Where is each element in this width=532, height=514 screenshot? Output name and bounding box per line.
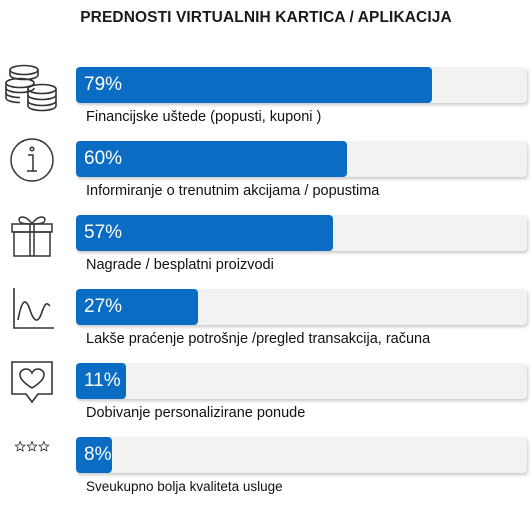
- bar-track: 8%: [76, 437, 527, 473]
- bar-row: 79% Financijske uštede (popusti, kuponi ): [0, 56, 532, 126]
- bar-track: 57%: [76, 215, 527, 251]
- category-label: Sveukupno bolja kvaliteta usluge: [86, 479, 283, 494]
- category-label: Financijske uštede (popusti, kuponi ): [86, 109, 322, 125]
- bar: [76, 289, 198, 325]
- bar: [76, 141, 347, 177]
- bar-track: 27%: [76, 289, 527, 325]
- category-label: Lakše praćenje potrošnje /pregled transa…: [86, 331, 431, 347]
- data-label: 60%: [84, 148, 123, 169]
- bar: [76, 363, 126, 399]
- gift-icon: [4, 210, 60, 258]
- stars-icon: [4, 438, 60, 468]
- category-label: Dobivanje personalizirane ponude: [86, 405, 306, 421]
- bar-row: 8% Sveukupno bolja kvaliteta usluge: [0, 426, 532, 496]
- category-label: Informiranje o trenutnim akcijama / popu…: [86, 183, 380, 199]
- coins-icon: [4, 62, 60, 112]
- bar: [76, 67, 433, 103]
- bar-track: 60%: [76, 141, 527, 177]
- bar-track: 79%: [76, 67, 527, 103]
- data-label: 27%: [84, 296, 123, 317]
- data-label: 11%: [84, 370, 121, 391]
- chart-title: PREDNOSTI VIRTUALNIH KARTICA / APLIKACIJ…: [80, 9, 452, 26]
- bar-track: 11%: [76, 363, 527, 399]
- bar-row: 57% Nagrade / besplatni proizvodi: [0, 204, 532, 274]
- heart-speech-icon: [4, 358, 60, 406]
- bar-row: 11% Dobivanje personalizirane ponude: [0, 352, 532, 422]
- bar-row: 60% Informiranje o trenutnim akcijama / p…: [0, 130, 532, 200]
- bar-row: 27% Lakše praćenje potrošnje /pregled tra…: [0, 278, 532, 348]
- data-label: 57%: [84, 222, 123, 243]
- data-label: 8%: [84, 444, 112, 465]
- category-label: Nagrade / besplatni proizvodi: [86, 257, 274, 273]
- bar: [76, 215, 334, 251]
- bar: [76, 437, 113, 473]
- trend-chart-icon: [4, 284, 60, 332]
- data-label: 79%: [84, 74, 123, 95]
- info-icon: [4, 136, 60, 184]
